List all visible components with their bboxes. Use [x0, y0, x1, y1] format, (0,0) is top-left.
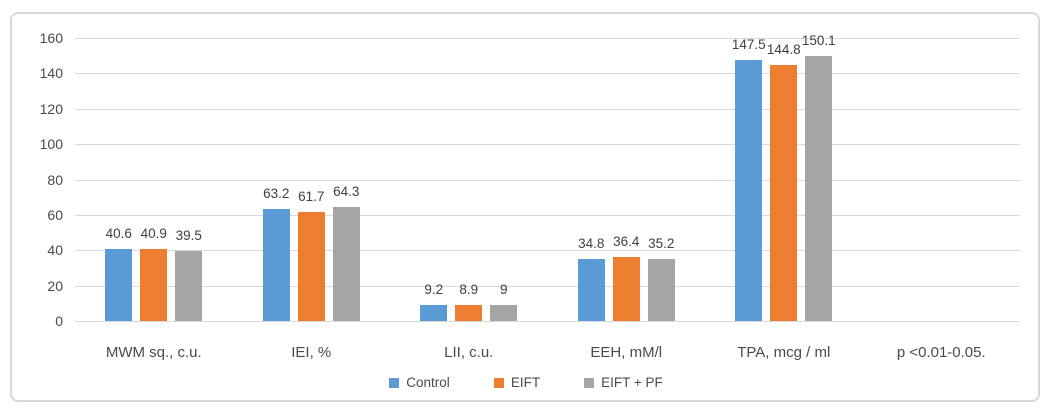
data-label: 147.5	[731, 37, 766, 53]
legend-label: EIFT + PF	[601, 375, 663, 390]
category-label: LII, c.u.	[444, 344, 494, 361]
gridline	[75, 179, 1020, 181]
data-label: 144.8	[766, 41, 801, 57]
bar-series-3-cat-1	[175, 251, 203, 321]
y-axis-tick-label: 160	[39, 30, 63, 46]
bar-series-3-cat-5	[805, 55, 833, 321]
chart-legend: Control EIFT EIFT + PF	[0, 375, 1052, 391]
legend-label: Control	[406, 375, 450, 390]
bar-series-1-cat-3	[420, 304, 448, 321]
gridline	[75, 214, 1020, 216]
data-label: 35.2	[648, 235, 675, 251]
gridline	[75, 38, 1020, 39]
data-label: 9	[499, 282, 508, 298]
y-axis-tick-label: 60	[47, 206, 63, 223]
legend-swatch-icon	[493, 378, 504, 388]
data-label: 40.6	[105, 226, 132, 242]
bar-series-3-cat-3	[490, 305, 518, 321]
data-label: 61.7	[298, 188, 325, 204]
gridline	[75, 250, 1020, 252]
legend-item: Control	[389, 375, 450, 391]
bar-series-2-cat-1	[140, 248, 168, 321]
bar-series-1-cat-2	[262, 209, 290, 321]
category-label: IEI, %	[291, 344, 332, 361]
bar-series-1-cat-1	[105, 249, 133, 321]
chart-frame	[10, 12, 1040, 402]
bar-series-1-cat-4	[577, 259, 605, 321]
gridline	[75, 144, 1020, 146]
gridline	[75, 108, 1020, 110]
legend-label: EIFT	[510, 375, 541, 390]
category-label: p <0.01-0.05.	[896, 344, 986, 361]
legend-swatch-icon	[389, 378, 400, 388]
data-label: 8.9	[459, 282, 479, 298]
y-axis-tick-label: 20	[47, 277, 63, 294]
y-axis-tick-label: 120	[39, 100, 63, 117]
x-axis-line	[75, 321, 1020, 322]
category-label: EEH, mM/l	[590, 344, 663, 361]
y-axis-tick-label: 140	[39, 65, 63, 82]
y-axis-tick-label: 80	[47, 171, 63, 188]
bar-series-2-cat-2	[297, 211, 325, 321]
data-label: 39.5	[175, 228, 202, 244]
bar-series-3-cat-4	[647, 258, 675, 321]
data-label: 64.3	[333, 184, 360, 200]
data-label: 34.8	[578, 236, 605, 252]
data-label: 40.9	[140, 225, 167, 241]
legend-item: EIFT + PF	[584, 375, 663, 391]
legend-swatch-icon	[584, 378, 595, 388]
category-label: MWM sq., c.u.	[105, 344, 202, 361]
bar-series-2-cat-4	[612, 256, 640, 321]
bar-series-2-cat-5	[770, 64, 798, 321]
legend-item: EIFT	[493, 375, 541, 391]
bar-series-2-cat-3	[455, 305, 483, 321]
y-axis-tick-label: 40	[47, 242, 63, 259]
plot-area: 40.6 40.9 39.5 63.2 61.7 64.3 9.2 8.9 9 34.8 36.4 3…	[75, 33, 1020, 322]
data-label: 150.1	[801, 32, 836, 48]
gridline	[75, 285, 1020, 287]
bar-series-3-cat-2	[332, 207, 360, 321]
y-axis-tick-label: 0	[55, 313, 63, 329]
y-axis-tick-label: 100	[39, 136, 63, 153]
data-label: 63.2	[263, 186, 290, 202]
data-label: 9.2	[424, 281, 444, 297]
gridline	[75, 73, 1020, 75]
data-label: 36.4	[613, 233, 640, 249]
bar-series-1-cat-5	[735, 60, 763, 321]
category-label: TPA, mcg / ml	[737, 344, 831, 361]
